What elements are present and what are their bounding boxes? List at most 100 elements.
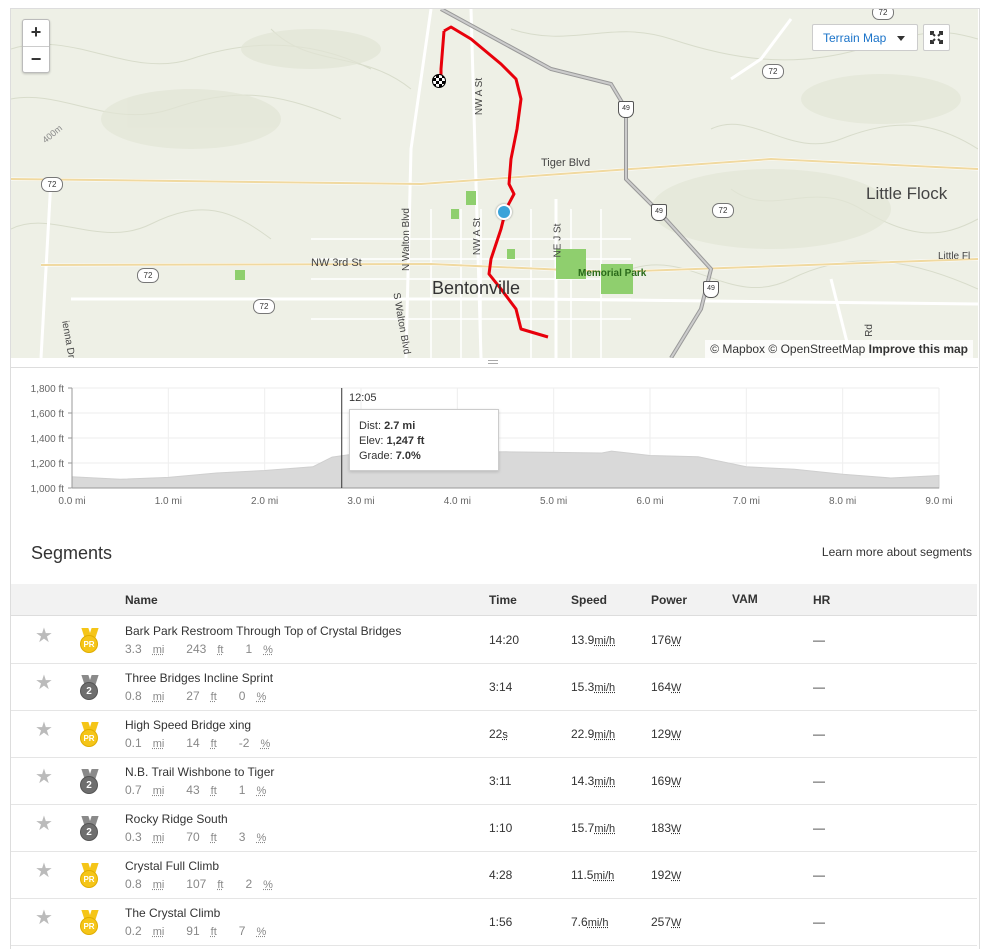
speed-unit: mi/h xyxy=(594,635,616,647)
rank-medal-icon: 2 xyxy=(80,769,100,797)
interstate-49-shield: 49 xyxy=(703,281,719,298)
grade-unit: % xyxy=(256,926,267,938)
y-tick-label: 1,600 ft xyxy=(31,409,65,420)
segment-name-link[interactable]: Crystal Full Climb xyxy=(125,859,220,873)
power-value: 192 xyxy=(651,868,672,882)
pr-medal-icon: PR xyxy=(80,910,100,938)
segment-name-link[interactable]: Bark Park Restroom Through Top of Crysta… xyxy=(125,624,402,638)
route-map[interactable]: Little Flock Bentonville Tiger Blvd NW 3… xyxy=(11,9,978,358)
distance-unit: mi xyxy=(152,691,165,703)
segment-power: 129W xyxy=(651,727,681,741)
pr-medal-icon: PR xyxy=(80,863,100,891)
x-tick-label: 1.0 mi xyxy=(155,496,182,507)
map-label-memorial-park: Memorial Park xyxy=(578,268,647,279)
segment-speed: 15.7mi/h xyxy=(571,821,615,835)
power-unit: W xyxy=(671,729,682,741)
speed-unit: mi/h xyxy=(587,917,609,929)
segment-distance: 0.2 xyxy=(125,924,142,938)
zoom-in-button[interactable]: + xyxy=(30,22,42,42)
star-icon[interactable]: ★ xyxy=(35,860,53,882)
segment-name-link[interactable]: N.B. Trail Wishbone to Tiger xyxy=(125,765,275,779)
tooltip-dist-value: 2.7 mi xyxy=(384,420,416,432)
table-row[interactable]: ★ PR The Crystal Climb 0.2 mi 91 ft 7% 1:56 7.6mi… xyxy=(11,898,977,946)
interstate-49-shield: 49 xyxy=(651,204,667,221)
segment-stats: 0.8 mi 27 ft 0% xyxy=(125,689,288,703)
segment-grade: -2 xyxy=(238,736,250,750)
map-label-tiger-blvd: Tiger Blvd xyxy=(541,157,591,169)
distance-unit: mi xyxy=(152,832,165,844)
route-72-shield: 72 xyxy=(137,268,159,283)
segment-speed: 15.3mi/h xyxy=(571,680,615,694)
segment-power: 192W xyxy=(651,868,681,882)
attribution-osm[interactable]: © OpenStreetMap xyxy=(768,342,866,356)
tooltip-dist-label: Dist: xyxy=(359,420,385,432)
speed-value: 15.3 xyxy=(571,680,595,694)
segment-time: 4:28 xyxy=(489,868,512,882)
star-icon[interactable]: ★ xyxy=(35,719,53,741)
speed-value: 13.9 xyxy=(571,633,595,647)
elevation-chart[interactable]: 1,800 ft 1,600 ft 1,400 ft 1,200 ft 1,000 ft… xyxy=(11,367,978,518)
segment-name-link[interactable]: Three Bridges Incline Sprint xyxy=(125,671,274,685)
route-72-shield: 72 xyxy=(762,64,784,79)
star-icon[interactable]: ★ xyxy=(35,813,53,835)
attribution-mapbox[interactable]: © Mapbox xyxy=(710,342,766,356)
improve-map-link[interactable]: Improve this map xyxy=(868,342,968,356)
medal-label: PR xyxy=(80,917,98,935)
map-type-label: Terrain Map xyxy=(823,31,887,45)
learn-more-segments-link[interactable]: Learn more about segments xyxy=(821,545,972,559)
power-unit: W xyxy=(671,917,682,929)
header-speed[interactable]: Speed xyxy=(571,593,608,607)
table-row[interactable]: ★ PR Crystal Full Climb 0.8 mi 107 ft 2% 4:28 11.… xyxy=(11,851,977,899)
medal-label: PR xyxy=(80,870,98,888)
speed-unit: mi/h xyxy=(594,729,616,741)
table-row[interactable]: ★ 2 Rocky Ridge South 0.3 mi 70 ft 3% 1:10 15.7mi… xyxy=(11,804,977,852)
fullscreen-button[interactable] xyxy=(923,24,950,51)
time-value: 3:14 xyxy=(489,680,513,694)
resize-handle[interactable] xyxy=(488,358,498,366)
segment-distance: 0.3 xyxy=(125,830,142,844)
star-icon[interactable]: ★ xyxy=(35,907,53,929)
map-label-rd: Rd xyxy=(863,324,875,337)
speed-unit: mi/h xyxy=(593,870,615,882)
segment-speed: 22.9mi/h xyxy=(571,727,615,741)
time-value: 1:10 xyxy=(489,821,513,835)
star-icon[interactable]: ★ xyxy=(35,766,53,788)
elevation-area xyxy=(71,450,940,489)
segment-name-link[interactable]: High Speed Bridge xing xyxy=(125,718,252,732)
header-vam[interactable]: VAM xyxy=(732,592,758,606)
y-tick-label: 1,400 ft xyxy=(31,434,65,445)
star-icon[interactable]: ★ xyxy=(35,672,53,694)
map-type-select[interactable]: Terrain Map xyxy=(812,24,918,51)
table-row[interactable]: ★ 2 Three Bridges Incline Sprint 0.8 mi 27 ft 0… xyxy=(11,663,977,711)
elevation-tooltip: Dist: 2.7 mi Elev: 1,247 ft Grade: 7.0% xyxy=(349,409,499,471)
table-row[interactable]: ★ PR High Speed Bridge xing 0.1 mi 14 ft -2% 22s… xyxy=(11,710,977,758)
segments-table-header: Name Time Speed Power VAM HR xyxy=(11,584,977,616)
map-attribution: © Mapbox © OpenStreetMap Improve this ma… xyxy=(705,340,973,358)
segment-stats: 0.2 mi 91 ft 7% xyxy=(125,924,288,938)
header-time[interactable]: Time xyxy=(489,593,517,607)
segment-hr: — xyxy=(813,821,825,835)
header-hr[interactable]: HR xyxy=(813,593,831,607)
speed-value: 15.7 xyxy=(571,821,595,835)
segment-time: 1:10 xyxy=(489,821,512,835)
zoom-out-button[interactable]: − xyxy=(23,46,49,73)
route-72-shield: 72 xyxy=(41,177,63,192)
segment-elevation: 27 xyxy=(186,689,200,703)
x-tick-label: 7.0 mi xyxy=(733,496,760,507)
medal-label: 2 xyxy=(80,823,98,841)
segment-name-link[interactable]: The Crystal Climb xyxy=(125,906,221,920)
rank-medal-icon: 2 xyxy=(80,816,100,844)
header-name[interactable]: Name xyxy=(125,593,158,607)
x-tick-label: 5.0 mi xyxy=(540,496,567,507)
time-value: 14:20 xyxy=(489,633,520,647)
header-power[interactable]: Power xyxy=(651,593,688,607)
rank-medal-icon: 2 xyxy=(80,675,100,703)
speed-value: 7.6 xyxy=(571,915,588,929)
segment-name-link[interactable]: Rocky Ridge South xyxy=(125,812,228,826)
table-row[interactable]: ★ PR Bark Park Restroom Through Top of Cry… xyxy=(11,616,977,664)
medal-label: 2 xyxy=(80,776,98,794)
star-icon[interactable]: ★ xyxy=(35,625,53,647)
table-row[interactable]: ★ 2 N.B. Trail Wishbone to Tiger 0.7 mi 43 ft 1… xyxy=(11,757,977,805)
time-value: 22 xyxy=(489,727,503,741)
distance-unit: mi xyxy=(152,738,165,750)
